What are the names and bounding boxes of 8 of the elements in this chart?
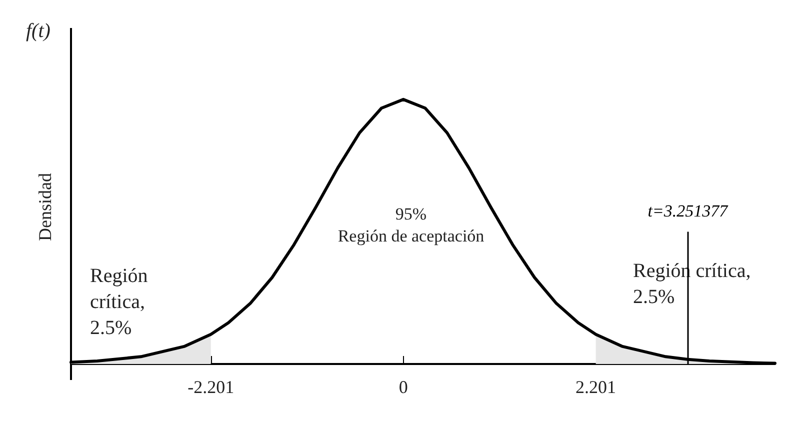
annotation: 95% Región de aceptación bbox=[338, 204, 485, 246]
x-tick-label: 2.201 bbox=[576, 377, 616, 397]
x-tick-label: -2.201 bbox=[188, 377, 234, 397]
x-tick-label: 0 bbox=[398, 377, 408, 397]
text: f(t) bbox=[26, 20, 51, 42]
ref-line-label: t=3.251377 bbox=[648, 202, 730, 221]
annotation: Región crítica, 2.5% bbox=[90, 265, 148, 339]
y-axis-title: Densidad bbox=[35, 173, 55, 241]
